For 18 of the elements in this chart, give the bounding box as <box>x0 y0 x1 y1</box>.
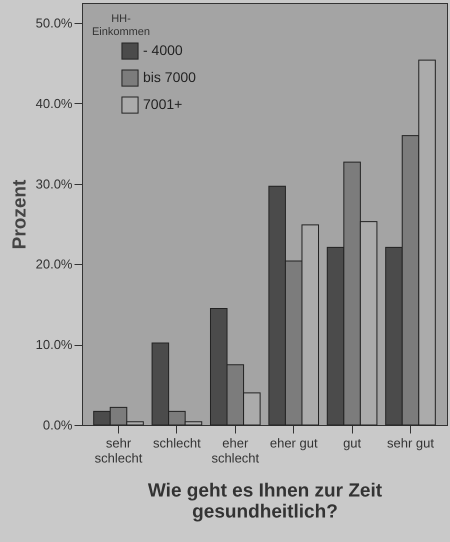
y-axis-title: Prozent <box>10 179 31 250</box>
y-tick-label: 10.0% <box>36 337 73 352</box>
y-tick-label: 50.0% <box>36 16 73 31</box>
x-axis-title: Wie geht es Ihnen zur Zeit gesundheitlich? <box>148 480 383 522</box>
legend-title: HH-Einkommen <box>92 13 150 38</box>
legend-label: - 4000 <box>143 42 183 58</box>
x-tick-label: eher gut <box>270 436 318 450</box>
x-tick-label: gut <box>343 436 362 450</box>
x-tick-label: sehr gut <box>387 436 434 450</box>
x-tick-label: schlecht <box>153 436 202 450</box>
y-tick-label: 0.0% <box>42 418 73 432</box>
y-tick-label: 20.0% <box>36 256 73 272</box>
y-tick-label: 30.0% <box>36 176 73 192</box>
x-tick-label: sehr schlecht <box>94 436 143 466</box>
y-tick-label: 40.0% <box>36 96 73 111</box>
legend-label: bis 7000 <box>143 69 196 85</box>
legend-label: 7001+ <box>143 96 182 112</box>
x-tick-label: eher schlecht <box>211 436 260 466</box>
